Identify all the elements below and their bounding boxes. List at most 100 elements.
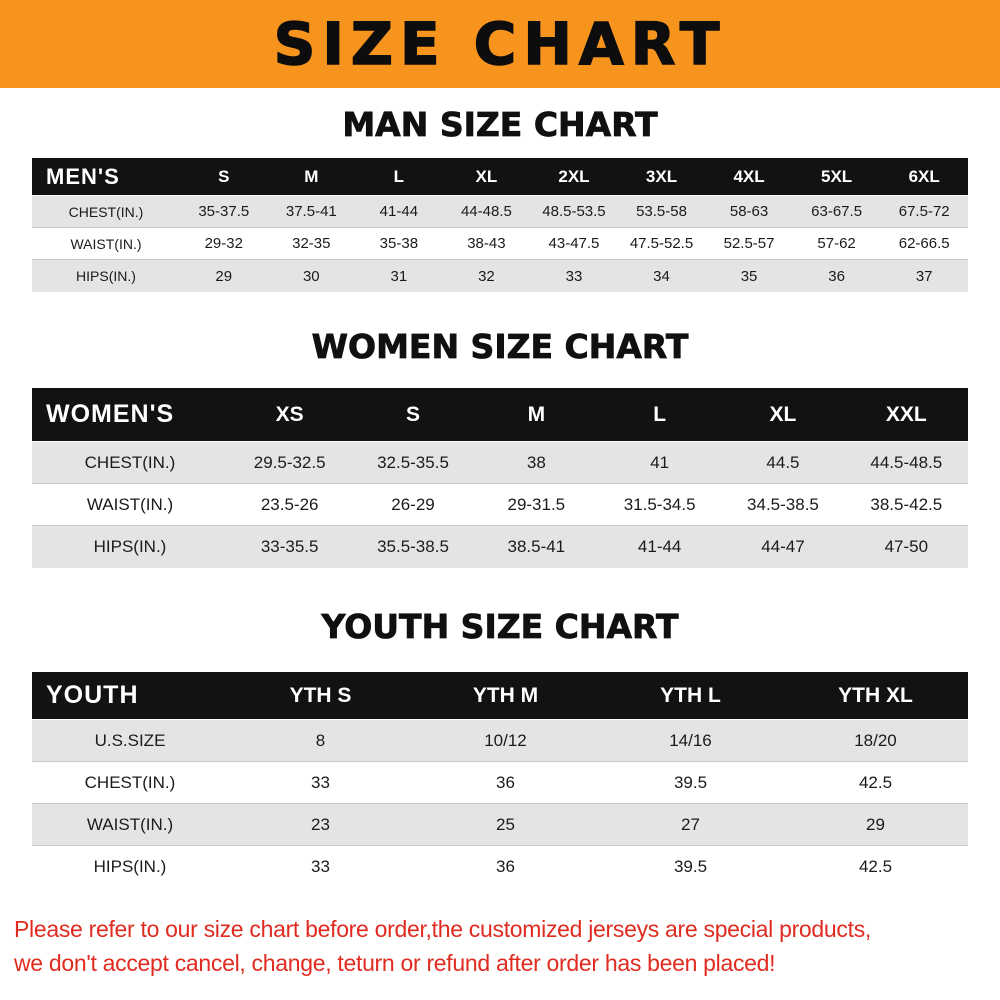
men-value-cell: 53.5-58 (636, 203, 687, 221)
women-section-heading: WOMEN SIZE CHART (311, 326, 689, 366)
men-value-cell: 32-35 (292, 235, 331, 253)
youth-data-row: WAIST(IN.) 23 25 27 29 (32, 803, 968, 846)
women-value-cell: 23.5-26 (260, 494, 319, 514)
youth-value-cell: 18/20 (854, 730, 897, 750)
youth-value-cell: 36 (496, 772, 515, 792)
men-value-cell: 58-63 (729, 203, 769, 221)
youth-value-cell: 36 (496, 857, 515, 877)
women-value-cell: 29.5-32.5 (253, 452, 326, 472)
men-value-cell: 63-67.5 (811, 203, 863, 221)
youth-row-label: WAIST(IN.) (86, 814, 174, 834)
youth-data-row: U.S.SIZE 8 10/12 14/16 18/20 (32, 719, 968, 762)
notice-line-2: we don't accept cancel, change, teturn o… (14, 950, 776, 977)
youth-value-cell: 14/16 (669, 730, 712, 750)
youth-value-cell: 27 (681, 814, 700, 834)
women-size-chart-section: WOMEN SIZE CHART WOMEN'S XS S M L XL XXL CHEST(… (0, 326, 1000, 568)
youth-table-label: YOUTH (32, 671, 228, 720)
youth-data-row: HIPS(IN.) 33 36 39.5 42.5 (32, 845, 968, 888)
men-data-row: WAIST(IN.) 29-32 32-35 35-38 38-43 43-47.5 47.… (32, 227, 968, 260)
men-value-cell: 29 (215, 267, 233, 285)
women-value-cell: 38.5-42.5 (870, 494, 943, 514)
men-value-cell: 48.5-53.5 (542, 203, 606, 221)
men-col-header: 2XL (530, 157, 618, 196)
women-value-cell: 44.5-48.5 (870, 452, 943, 472)
women-data-row: CHEST(IN.) 29.5-32.5 32.5-35.5 38 41 44.5 44.5… (32, 441, 968, 484)
men-value-cell: 43-47.5 (548, 235, 600, 253)
women-col-header: XXL (844, 387, 968, 442)
men-col-header: M (267, 157, 356, 196)
men-col-header: L (355, 157, 443, 196)
men-col-header: 5XL (792, 157, 881, 196)
women-col-header: S (351, 387, 475, 442)
youth-value-cell: 10/12 (484, 730, 527, 750)
men-value-cell: 30 (302, 267, 320, 285)
youth-value-cell: 42.5 (858, 857, 893, 877)
women-header-row: WOMEN'S XS S M L XL XXL (32, 387, 968, 442)
men-value-cell: 29-32 (204, 235, 243, 253)
page-title: SIZE CHART (273, 10, 727, 78)
youth-col-header: YTH S (228, 671, 413, 720)
men-value-cell: 31 (390, 267, 408, 285)
men-row-label: CHEST(IN.) (68, 203, 144, 220)
youth-header-row: YOUTH YTH S YTH M YTH L YTH XL (32, 671, 968, 720)
men-value-cell: 38-43 (467, 235, 506, 253)
women-row-label: HIPS(IN.) (93, 537, 167, 557)
women-value-cell: 29-31.5 (507, 494, 566, 514)
notice-line-1: Please refer to our size chart before or… (14, 915, 871, 942)
youth-value-cell: 8 (315, 730, 326, 750)
women-value-cell: 41-44 (637, 537, 682, 557)
youth-value-cell: 39.5 (673, 857, 708, 877)
men-data-row: HIPS(IN.) 29 30 31 32 33 34 35 36 37 (32, 259, 968, 292)
banner: SIZE CHART (0, 0, 1000, 88)
men-section-heading: MAN SIZE CHART (342, 105, 658, 144)
women-col-header: M (474, 387, 598, 442)
youth-size-chart-section: YOUTH SIZE CHART YOUTH YTH S YTH M YTH L YTH… (0, 607, 1000, 888)
women-row-label: CHEST(IN.) (84, 452, 176, 472)
women-data-row: HIPS(IN.) 33-35.5 35.5-38.5 38.5-41 41-44 44-… (32, 525, 968, 568)
youth-row-label: U.S.SIZE (94, 730, 166, 750)
youth-col-header: YTH M (413, 671, 598, 720)
women-value-cell: 31.5-34.5 (623, 494, 696, 514)
women-value-cell: 35.5-38.5 (377, 537, 449, 557)
women-value-cell: 47-50 (884, 537, 929, 557)
women-col-header: XS (228, 387, 352, 442)
women-value-cell: 44.5 (766, 452, 800, 472)
youth-col-header: YTH XL (783, 671, 968, 720)
men-value-cell: 35-37.5 (198, 203, 250, 221)
men-value-cell: 34 (653, 267, 670, 285)
men-size-table: MEN'S S M L XL 2XL 3XL 4XL 5XL 6XL CHEST(IN.) 35-37… (32, 157, 968, 292)
men-row-label: WAIST(IN.) (70, 235, 142, 252)
youth-value-cell: 25 (496, 814, 515, 834)
women-value-cell: 38 (526, 452, 546, 472)
youth-value-cell: 39.5 (673, 772, 708, 792)
men-value-cell: 62-66.5 (898, 235, 950, 253)
men-value-cell: 52.5-57 (723, 235, 775, 253)
men-value-cell: 67.5-72 (898, 203, 950, 221)
women-value-cell: 32.5-35.5 (377, 452, 449, 472)
women-col-header: L (597, 387, 722, 442)
men-row-label: HIPS(IN.) (76, 268, 136, 285)
men-col-header: 3XL (617, 157, 706, 196)
men-value-cell: 36 (828, 267, 845, 285)
men-value-cell: 35-38 (379, 235, 419, 253)
women-col-header: XL (721, 387, 845, 442)
youth-row-label: HIPS(IN.) (93, 857, 167, 877)
women-data-row: WAIST(IN.) 23.5-26 26-29 29-31.5 31.5-34.5 34… (32, 483, 968, 526)
women-value-cell: 38.5-41 (507, 537, 566, 557)
men-header-row: MEN'S S M L XL 2XL 3XL 4XL 5XL 6XL (32, 157, 968, 196)
men-value-cell: 44-48.5 (460, 203, 512, 221)
youth-value-cell: 33 (311, 857, 330, 877)
youth-value-cell: 42.5 (858, 772, 893, 792)
youth-value-cell: 23 (311, 814, 330, 834)
order-notice: Please refer to our size chart before or… (0, 912, 1000, 981)
men-value-cell: 35 (740, 267, 758, 285)
men-col-header: S (180, 157, 268, 196)
men-value-cell: 33 (565, 267, 583, 285)
men-table-label: MEN'S (32, 157, 180, 196)
women-value-cell: 34.5-38.5 (747, 494, 819, 514)
women-value-cell: 44-47 (761, 537, 805, 557)
women-row-label: WAIST(IN.) (86, 494, 174, 514)
youth-size-table: YOUTH YTH S YTH M YTH L YTH XL U.S.SIZE 8 10/12… (32, 671, 968, 888)
men-col-header: 4XL (705, 157, 793, 196)
